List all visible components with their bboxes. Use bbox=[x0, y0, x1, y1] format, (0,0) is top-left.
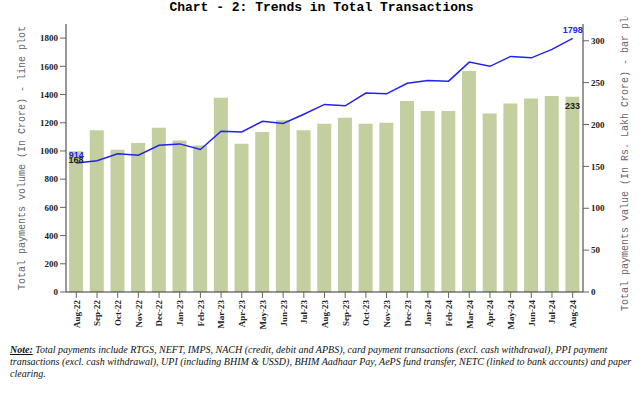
svg-text:Nov-22: Nov-22 bbox=[134, 300, 144, 328]
svg-text:Mar-23: Mar-23 bbox=[216, 300, 226, 329]
svg-text:Jan-23: Jan-23 bbox=[175, 300, 185, 327]
svg-text:Total payments volume (In Cror: Total payments volume (In Crore) - line … bbox=[17, 26, 28, 290]
svg-text:100: 100 bbox=[591, 203, 605, 213]
svg-text:150: 150 bbox=[591, 162, 605, 172]
svg-text:Apr-24: Apr-24 bbox=[485, 300, 495, 328]
svg-text:Dec-22: Dec-22 bbox=[154, 300, 164, 327]
svg-text:Dec-23: Dec-23 bbox=[403, 300, 413, 327]
svg-text:200: 200 bbox=[45, 259, 59, 269]
svg-text:600: 600 bbox=[45, 203, 59, 213]
svg-text:1600: 1600 bbox=[40, 62, 59, 72]
svg-text:Aug-23: Aug-23 bbox=[320, 300, 330, 329]
svg-text:May-23: May-23 bbox=[258, 300, 268, 330]
svg-text:Sep-22: Sep-22 bbox=[92, 300, 102, 327]
svg-text:Oct-22: Oct-22 bbox=[113, 300, 123, 326]
svg-text:0: 0 bbox=[591, 287, 596, 297]
svg-text:May-24: May-24 bbox=[506, 300, 516, 330]
svg-text:Aug-22: Aug-22 bbox=[72, 300, 82, 329]
svg-text:914: 914 bbox=[69, 150, 84, 160]
svg-text:Oct-23: Oct-23 bbox=[361, 300, 371, 326]
svg-text:Aug-24: Aug-24 bbox=[568, 300, 578, 329]
svg-text:Total payments value (In Rs. L: Total payments value (In Rs. Lakh Crore)… bbox=[620, 16, 631, 311]
svg-text:Jun-24: Jun-24 bbox=[527, 300, 537, 327]
svg-text:1400: 1400 bbox=[40, 90, 59, 100]
svg-text:Jul-24: Jul-24 bbox=[547, 300, 557, 325]
svg-text:250: 250 bbox=[591, 78, 605, 88]
html-text:Chart - 2: Trends in Total Tra: Chart - 2: Trends in Total Transactions bbox=[169, 0, 474, 15]
svg-text:Feb-23: Feb-23 bbox=[196, 300, 206, 327]
svg-text:0: 0 bbox=[54, 287, 59, 297]
svg-text:800: 800 bbox=[45, 174, 59, 184]
svg-text:Jun-23: Jun-23 bbox=[279, 300, 289, 327]
svg-text:Sep-23: Sep-23 bbox=[341, 300, 351, 327]
svg-text:1200: 1200 bbox=[40, 118, 59, 128]
svg-text:233: 233 bbox=[565, 101, 580, 111]
svg-text:1798: 1798 bbox=[563, 25, 583, 35]
html-text:Note: Total payments include R: Note: Total payments include RTGS, NEFT,… bbox=[10, 344, 632, 379]
svg-text:1000: 1000 bbox=[40, 146, 59, 156]
svg-text:Jan-24: Jan-24 bbox=[423, 300, 433, 327]
svg-text:1800: 1800 bbox=[40, 33, 59, 43]
svg-text:50: 50 bbox=[591, 245, 601, 255]
svg-text:400: 400 bbox=[45, 231, 59, 241]
svg-text:Mar-24: Mar-24 bbox=[465, 300, 475, 329]
svg-text:Apr-23: Apr-23 bbox=[237, 300, 247, 328]
svg-text:Feb-24: Feb-24 bbox=[444, 300, 454, 327]
svg-text:Jul-23: Jul-23 bbox=[299, 300, 309, 325]
svg-text:300: 300 bbox=[591, 36, 605, 46]
svg-text:Nov-23: Nov-23 bbox=[382, 300, 392, 328]
svg-text:168: 168 bbox=[68, 155, 84, 166]
svg-text:200: 200 bbox=[591, 120, 605, 130]
